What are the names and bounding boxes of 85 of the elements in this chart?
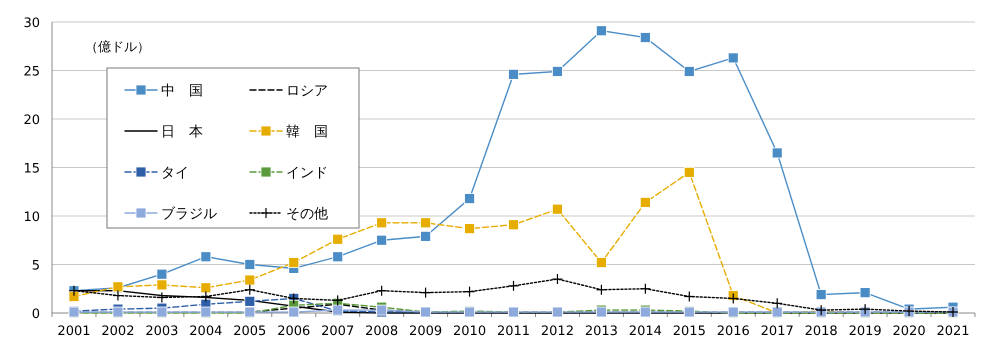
point <box>552 273 564 285</box>
point <box>288 306 300 318</box>
x-tick-label: 2002 <box>101 324 134 339</box>
y-tick-label: 25 <box>23 64 40 80</box>
point <box>640 283 651 294</box>
legend-label: インド <box>286 165 328 181</box>
x-tick-label: 2014 <box>628 324 662 339</box>
x-tick-label: 2005 <box>233 324 266 339</box>
point <box>684 166 695 178</box>
x-tick-label: 2008 <box>365 324 398 339</box>
y-tick-label: 20 <box>23 113 40 128</box>
point <box>156 292 168 304</box>
point <box>464 193 475 204</box>
point <box>112 290 124 302</box>
point <box>420 230 431 242</box>
point <box>244 284 256 296</box>
point <box>376 234 388 246</box>
legend-label: 韓 国 <box>286 124 328 140</box>
point <box>376 217 388 228</box>
x-tick-label: 2016 <box>716 324 750 339</box>
x-tick-label: 2007 <box>321 324 354 339</box>
x-tick-label: 2003 <box>145 324 178 339</box>
point <box>420 217 431 228</box>
y-tick-label: 0 <box>32 307 40 322</box>
point <box>684 66 695 77</box>
x-tick-label: 2019 <box>848 324 882 339</box>
point <box>332 234 344 245</box>
legend-label: ブラジル <box>161 206 217 222</box>
legend-label: 中 国 <box>161 83 203 99</box>
point <box>640 197 651 208</box>
x-tick-label: 2018 <box>804 324 838 339</box>
point <box>420 287 432 298</box>
point <box>860 304 871 315</box>
y-axis-title: （億ドル） <box>85 40 150 55</box>
y-tick-label: 5 <box>32 258 40 274</box>
point <box>596 257 607 268</box>
x-tick-label: 2021 <box>936 324 970 339</box>
x-tick-label: 2011 <box>496 324 530 339</box>
point <box>464 286 476 298</box>
legend-label: ロシア <box>286 83 328 99</box>
y-tick-label: 10 <box>23 210 40 225</box>
legend-label: 日 本 <box>161 124 203 140</box>
point <box>772 298 783 309</box>
point <box>200 282 212 294</box>
point <box>860 287 871 298</box>
point <box>728 52 739 64</box>
x-tick-label: 2017 <box>760 324 794 339</box>
point <box>552 66 563 77</box>
point <box>816 289 827 300</box>
x-tick-label: 2012 <box>540 324 574 339</box>
point <box>464 223 475 234</box>
point <box>244 259 256 270</box>
point <box>200 290 212 302</box>
x-tick-label: 2001 <box>57 324 91 339</box>
point <box>156 279 168 290</box>
legend-label: タイ <box>161 165 189 181</box>
x-tick-label: 2006 <box>277 324 310 339</box>
x-tick-label: 2009 <box>409 324 442 339</box>
y-tick-label: 15 <box>23 162 40 176</box>
point <box>288 257 300 268</box>
x-tick-label: 2020 <box>892 324 926 339</box>
point <box>684 290 695 302</box>
point <box>376 285 388 296</box>
point <box>640 32 651 43</box>
point <box>552 204 563 215</box>
y-tick-label: 30 <box>23 16 40 31</box>
point <box>772 148 783 158</box>
x-tick-label: 2013 <box>584 324 618 339</box>
point <box>728 292 739 304</box>
point <box>68 291 80 302</box>
point <box>508 219 519 230</box>
point <box>508 68 519 80</box>
legend-label: その他 <box>286 206 328 222</box>
point <box>244 296 256 307</box>
point <box>508 280 520 292</box>
point <box>332 251 344 262</box>
point <box>332 294 344 306</box>
point <box>596 284 608 296</box>
point <box>200 251 212 262</box>
point <box>596 25 607 36</box>
point <box>244 274 256 286</box>
x-tick-label: 2010 <box>453 324 486 339</box>
x-tick-label: 2004 <box>189 324 222 339</box>
x-tick-label: 2015 <box>672 324 706 339</box>
point <box>156 268 168 280</box>
